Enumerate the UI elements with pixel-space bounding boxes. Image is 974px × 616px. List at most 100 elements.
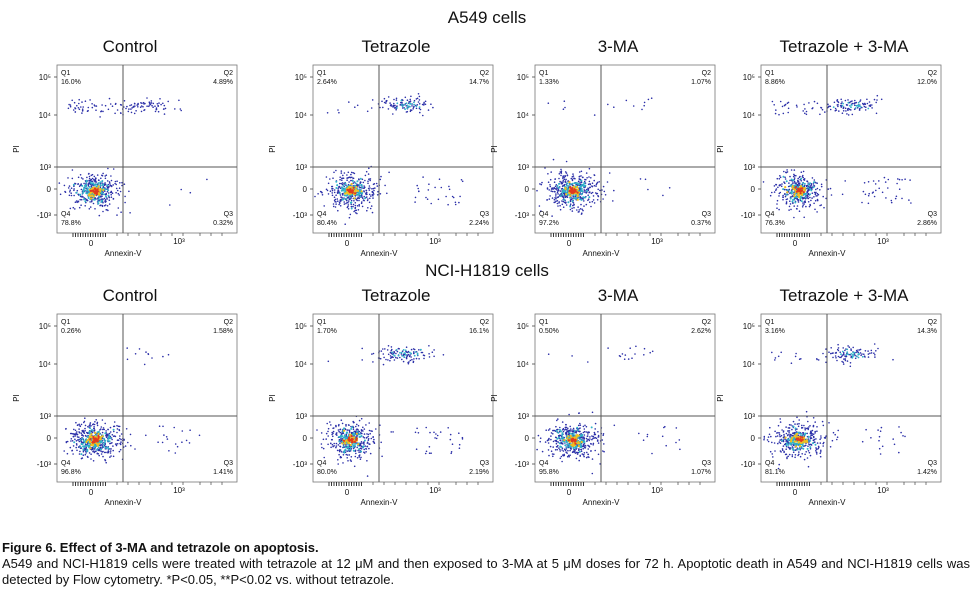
event-dot — [580, 193, 583, 196]
event-dot — [179, 108, 182, 110]
event-dot — [326, 422, 328, 425]
event-dot — [873, 195, 876, 198]
event-dot — [566, 429, 568, 431]
event-dot — [358, 205, 360, 207]
event-dot — [146, 97, 148, 99]
x-axis-label: Annexin-V — [583, 249, 621, 258]
event-dot — [101, 447, 104, 449]
event-dot — [356, 430, 359, 433]
event-dot — [382, 363, 385, 366]
quadrant-label: Q4 — [61, 460, 70, 467]
event-dot — [63, 184, 66, 187]
event-dot — [570, 187, 574, 190]
event-dot — [828, 105, 830, 107]
event-dot — [581, 190, 584, 193]
event-dot — [586, 440, 588, 443]
event-dot — [347, 460, 349, 462]
event-dot — [167, 100, 169, 103]
event-dot — [547, 353, 550, 355]
event-dot — [391, 355, 393, 358]
event-dot — [809, 185, 811, 187]
event-dot — [70, 438, 73, 440]
event-dot — [795, 104, 798, 107]
event-dot — [112, 184, 114, 186]
event-dot — [107, 188, 109, 190]
event-dot — [401, 103, 403, 106]
event-dot — [793, 192, 796, 195]
event-dot — [563, 198, 566, 201]
event-dot — [788, 209, 790, 211]
event-dot — [102, 427, 105, 429]
event-dot — [425, 426, 427, 429]
event-dot — [887, 187, 889, 189]
event-dot — [370, 437, 373, 440]
event-dot — [116, 439, 119, 441]
event-dot — [140, 105, 143, 107]
event-dot — [89, 447, 92, 450]
event-dot — [91, 431, 94, 433]
event-dot — [564, 426, 567, 429]
event-dot — [594, 436, 597, 439]
event-dot — [351, 180, 354, 182]
quadrant-value: 1.07% — [691, 79, 711, 86]
event-dot — [393, 102, 395, 105]
event-dot — [327, 427, 330, 430]
event-dot — [649, 351, 651, 354]
event-dot — [405, 357, 408, 360]
event-dot — [359, 177, 362, 180]
event-dot — [578, 171, 581, 173]
event-dot — [573, 197, 576, 200]
event-dot — [363, 433, 366, 435]
event-dot — [115, 444, 118, 447]
event-dot — [85, 183, 88, 186]
event-dot — [449, 438, 452, 441]
event-dot — [349, 213, 352, 216]
event-dot — [604, 194, 607, 196]
event-dot — [335, 425, 337, 428]
event-dot — [781, 448, 784, 450]
event-dot — [562, 197, 565, 199]
event-dot — [401, 354, 404, 357]
event-dot — [844, 107, 847, 110]
quadrant-value: 76.3% — [765, 220, 785, 227]
event-dot — [567, 439, 570, 442]
event-dot — [857, 101, 860, 104]
event-dot — [99, 204, 101, 207]
event-dot — [338, 111, 340, 114]
event-dot — [145, 434, 147, 437]
event-dot — [351, 176, 353, 179]
event-dot — [121, 184, 123, 187]
event-dot — [395, 97, 398, 100]
event-dot — [134, 353, 137, 355]
event-dot — [536, 189, 538, 192]
event-dot — [314, 195, 316, 198]
event-dot — [331, 443, 334, 446]
event-dot — [72, 453, 74, 455]
event-dot — [803, 196, 805, 199]
event-dot — [393, 98, 395, 101]
event-dot — [88, 424, 91, 427]
event-dot — [77, 439, 79, 441]
event-dot — [198, 434, 201, 437]
event-dot — [839, 104, 842, 107]
event-dot — [433, 349, 435, 351]
event-dot — [164, 107, 167, 110]
event-dot — [346, 174, 348, 176]
event-dot — [563, 181, 565, 183]
event-dot — [101, 204, 104, 207]
event-dot — [864, 103, 867, 106]
panel-title: Control — [102, 37, 158, 56]
event-dot — [173, 426, 175, 429]
event-dot — [574, 431, 576, 434]
event-dot — [809, 436, 812, 438]
event-dot — [94, 431, 97, 434]
event-dot — [130, 111, 133, 114]
event-dot — [428, 452, 431, 454]
event-dot — [360, 432, 362, 434]
event-dot — [344, 182, 347, 185]
event-dot — [355, 209, 358, 212]
event-dot — [561, 185, 564, 187]
x-tick-label: 10³ — [173, 237, 185, 246]
event-dot — [800, 177, 803, 180]
y-tick-label: 10⁴ — [39, 111, 52, 120]
